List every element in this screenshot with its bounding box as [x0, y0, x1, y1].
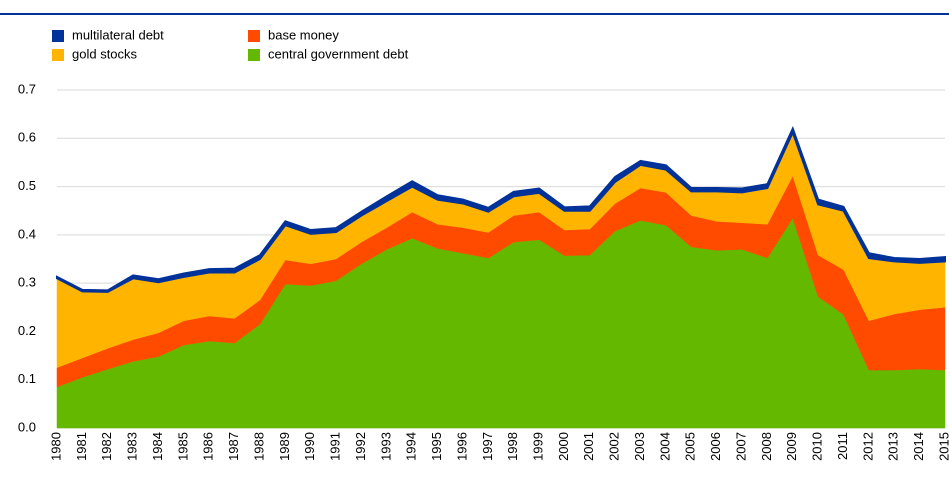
x-tick-label: 1987	[226, 432, 241, 461]
x-tick-label: 1982	[99, 432, 114, 461]
legend-swatch	[52, 49, 64, 61]
legend-label: base money	[268, 27, 339, 42]
legend-label: central government debt	[268, 46, 409, 61]
x-tick-label: 1983	[125, 432, 140, 461]
x-tick-label: 2010	[810, 432, 825, 461]
x-tick-label: 2001	[581, 432, 596, 461]
x-tick-label: 2007	[733, 432, 748, 461]
x-tick-label: 2009	[784, 432, 799, 461]
x-tick-label: 1997	[480, 432, 495, 461]
x-tick-label: 1991	[328, 432, 343, 461]
x-tick-label: 1995	[429, 432, 444, 461]
x-tick-label: 1993	[378, 432, 393, 461]
x-tick-label: 2005	[683, 432, 698, 461]
legend-label: gold stocks	[72, 46, 138, 61]
x-tick-label: 2014	[911, 432, 926, 461]
areas	[56, 125, 946, 429]
x-tick-label: 1999	[530, 432, 545, 461]
x-tick-label: 2003	[632, 432, 647, 461]
x-tick-label: 1984	[150, 432, 165, 461]
legend-swatch	[248, 49, 260, 61]
x-tick-label: 2011	[835, 432, 850, 460]
x-tick-label: 2008	[759, 432, 774, 461]
x-tick-label: 2006	[708, 432, 723, 461]
y-tick-label: 0.7	[18, 81, 36, 96]
x-tick-label: 1986	[201, 432, 216, 461]
x-tick-label: 2013	[886, 432, 901, 461]
x-tick-label: 1989	[277, 432, 292, 461]
area	[56, 125, 946, 293]
legend-label: multilateral debt	[72, 27, 164, 42]
x-tick-label: 2015	[936, 432, 949, 461]
x-tick-label: 1980	[48, 432, 63, 461]
x-tick-label: 1996	[454, 432, 469, 461]
x-tick-label: 1992	[353, 432, 368, 461]
legend-swatch	[52, 30, 64, 42]
x-tick-label: 2002	[607, 432, 622, 461]
legend-swatch	[248, 30, 260, 42]
x-tick-label: 1985	[175, 432, 190, 461]
x-tick-label: 2004	[657, 432, 672, 461]
y-tick-label: 0.3	[18, 275, 36, 290]
y-tick-label: 0.4	[18, 226, 36, 241]
x-tick-label: 2000	[556, 432, 571, 461]
x-tick-label: 1994	[404, 432, 419, 461]
y-tick-label: 0.5	[18, 178, 36, 193]
labels: 0.0 0.1 0.2 0.3 0.4 0.5 0.6 0.7 1980 1981 1982 1983…	[18, 27, 949, 460]
x-tick-label: 1990	[302, 432, 317, 461]
y-tick-label: 0.2	[18, 323, 36, 338]
y-tick-label: 0.6	[18, 130, 36, 145]
x-tick-label: 1998	[505, 432, 520, 461]
x-tick-label: 1981	[74, 432, 89, 461]
x-tick-label: 1988	[251, 432, 266, 461]
x-tick-label: 2012	[860, 432, 875, 461]
y-tick-label: 0.0	[18, 419, 36, 434]
y-tick-label: 0.1	[18, 371, 36, 386]
